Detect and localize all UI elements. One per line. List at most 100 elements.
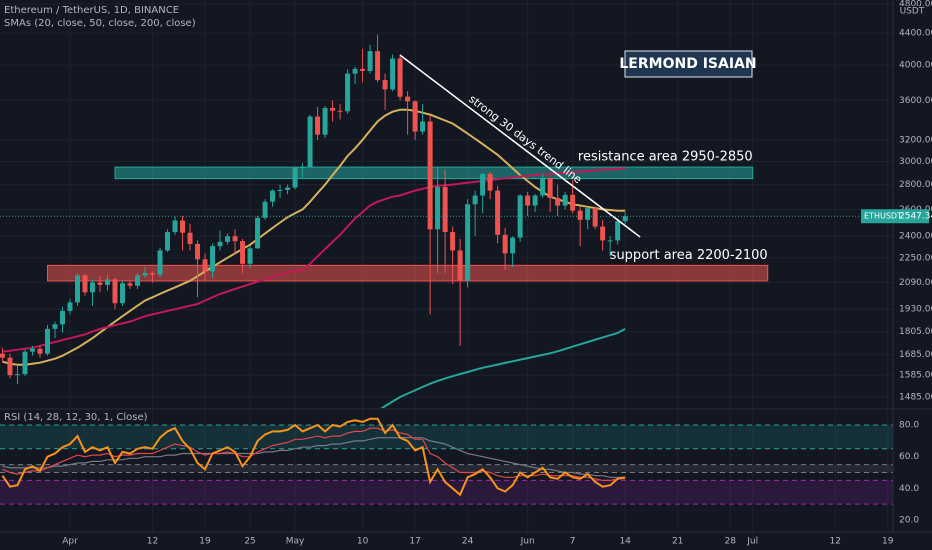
candle-body <box>330 107 336 111</box>
currency-box <box>897 6 927 16</box>
candle-body <box>585 208 591 220</box>
price-box <box>861 209 929 224</box>
candle-body <box>322 107 328 135</box>
candle-body <box>120 283 126 304</box>
x-tick-label: Jun <box>520 537 535 547</box>
candle-body <box>457 250 463 281</box>
candle-body <box>495 190 501 235</box>
candle-body <box>44 328 50 354</box>
x-tick-label: Apr <box>62 537 78 547</box>
y-tick-label: 4000.00 <box>899 61 932 71</box>
x-tick-label: 12 <box>830 537 841 547</box>
candle-body <box>510 237 516 254</box>
candle-body <box>337 110 343 112</box>
candle-body <box>300 167 306 169</box>
candle-body <box>615 221 621 241</box>
candle-body <box>517 195 523 238</box>
candle-body <box>180 220 186 233</box>
candle-body <box>172 220 178 233</box>
rsi-title: RSI (14, 28, 12, 30, 1, Close) <box>4 412 148 423</box>
candle-body <box>157 250 163 275</box>
x-tick-label: 24 <box>462 537 474 547</box>
y-tick-label: 1485.00 <box>899 392 932 402</box>
candle-body <box>127 283 133 286</box>
candle-body <box>345 73 351 112</box>
y-tick-label: 1930.00 <box>899 305 932 315</box>
candle-body <box>412 101 418 132</box>
candle-body <box>142 273 148 276</box>
candle-body <box>74 275 80 303</box>
candle-body <box>390 58 396 90</box>
candle-body <box>577 210 583 220</box>
candle-body <box>22 351 28 375</box>
candle-body <box>420 121 426 132</box>
candle-body <box>592 208 598 227</box>
candle-body <box>112 279 118 304</box>
candle-body <box>165 232 171 251</box>
candle-body <box>97 282 103 285</box>
moving-average <box>2 167 626 353</box>
candle-body <box>450 232 456 251</box>
rsi-tick-label: 60.0 <box>899 452 919 462</box>
candle-body <box>292 167 298 188</box>
candle-body <box>7 357 13 376</box>
candle-body <box>525 195 531 206</box>
y-tick-label: 3200.00 <box>899 135 932 145</box>
candle-body <box>540 178 546 196</box>
rsi-pane <box>0 410 893 532</box>
candle-body <box>435 186 441 230</box>
y-tick-label: 2400.00 <box>899 232 932 242</box>
y-tick-label: 4800.00 <box>899 0 932 10</box>
rsi-tick-label: 80.0 <box>899 421 919 431</box>
candle-body <box>82 275 88 293</box>
candle-body <box>352 68 358 74</box>
candle-body <box>502 234 508 254</box>
candle-body <box>262 201 268 218</box>
x-tick-label: 25 <box>244 537 255 547</box>
x-tick-label: May <box>286 537 305 547</box>
candle-body <box>240 241 246 264</box>
rsi-line <box>2 437 626 478</box>
candle-body <box>29 348 35 352</box>
x-tick-label: Jul <box>746 537 758 547</box>
x-tick-label: 19 <box>882 537 894 547</box>
rsi-tick-label: 20.0 <box>899 515 919 525</box>
candle-body <box>405 96 411 102</box>
zone <box>46 264 769 282</box>
candle-body <box>570 194 576 211</box>
x-tick-label: 14 <box>619 537 631 547</box>
y-tick-label: 3000.00 <box>899 157 932 167</box>
rsi-line <box>2 427 626 481</box>
zone-label: resistance area 2950-2850 <box>578 150 753 165</box>
moving-average <box>380 328 626 408</box>
candle-body <box>382 80 388 90</box>
candle-body <box>307 116 313 168</box>
candle-body <box>67 302 73 311</box>
candle-body <box>105 279 111 285</box>
candle-body <box>360 68 366 72</box>
chart-title: Ethereum / TetherUS, 1D, BINANCE <box>4 5 179 16</box>
candle-body <box>195 243 201 260</box>
candle-body <box>315 116 321 135</box>
y-tick-label: 2800.00 <box>899 180 932 190</box>
candle-body <box>0 353 5 358</box>
candle-body <box>150 273 156 275</box>
rsi-band <box>0 480 893 505</box>
candle-body <box>270 190 276 202</box>
candle-body <box>472 195 478 205</box>
y-tick-label: 2090.00 <box>899 278 932 288</box>
candle-body <box>187 232 193 244</box>
candle-body <box>277 189 283 191</box>
candle-body <box>225 236 231 242</box>
rsi-line <box>1 417 626 497</box>
candle-body <box>52 324 58 329</box>
y-tick-label: 2250.00 <box>899 253 932 263</box>
price-pane <box>0 0 893 408</box>
candle-body <box>135 275 141 286</box>
x-tick-label: 7 <box>570 537 576 547</box>
symbol-label: ETHUSDT <box>864 212 902 221</box>
y-tick-label: 1685.00 <box>899 350 932 360</box>
candle-body <box>622 216 628 222</box>
x-tick-label: 28 <box>724 537 736 547</box>
